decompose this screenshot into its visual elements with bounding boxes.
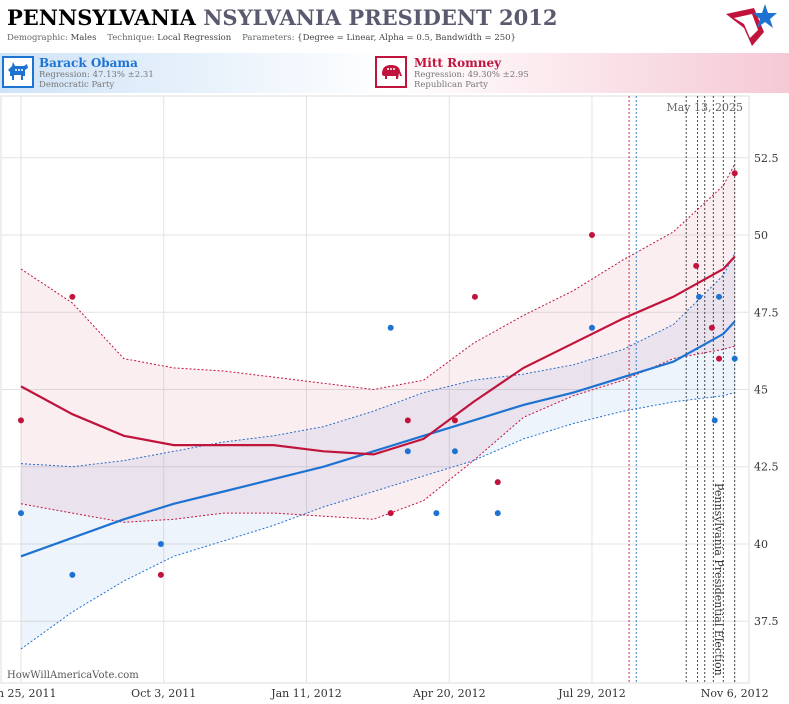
republican-legend: Mitt Romney Regression: 49.30% ±2.95 Rep… [375,53,789,93]
poll-points [17,170,738,578]
parameters-value: {Degree = Linear, Alpha = 0.5, Bandwidth… [297,33,516,43]
demographic-label: Demographic: [7,33,68,43]
donkey-icon [2,56,34,88]
x-axis-ticks: Jun 25, 2011 Oct 3, 2011 Jan 11, 2012 Apr 2… [0,687,769,700]
chart-header: PENNSYLVANIA NSYLVANIA PRESIDENT 2012 De… [0,0,789,50]
y-tick-label: 52.5 [754,152,779,165]
data-point [494,510,501,517]
y-tick-label: 45 [754,384,768,397]
republican-regression: Regression: 49.30% ±2.95 [414,70,529,80]
y-tick-label: 50 [754,229,768,242]
x-tick-label: Nov 6, 2012 [701,687,769,700]
data-point [157,571,164,578]
democrat-party: Democratic Party [39,80,115,90]
election-label: Pennsylvania Presidential Election [712,483,725,676]
democrat-legend: Barack Obama Regression: 47.13% ±2.31 De… [0,53,394,93]
parameters-label: Parameters: [242,33,295,43]
confidence-band [21,164,735,523]
data-point [157,540,164,547]
data-point [17,510,24,517]
y-tick-label: 42.5 [754,461,779,474]
data-point [494,479,501,486]
data-point [731,355,738,362]
democrat-regression: Regression: 47.13% ±2.31 [39,70,154,80]
title-rest: NSYLVANIA PRESIDENT 2012 [203,5,558,30]
date-stamp: May 13, 2025 [666,101,743,114]
upper-bound-line [20,253,736,468]
parameters-line: Demographic: Males Technique: Local Regr… [7,33,516,43]
x-tick-label: Jun 25, 2011 [0,687,57,700]
watermark: HowWillAmericaVote.com [7,670,139,681]
confidence-band [21,253,735,649]
x-tick-label: Jan 11, 2012 [270,687,342,700]
data-point [17,417,24,424]
elephant-icon [375,56,407,88]
data-point [69,293,76,300]
x-tick-label: Apr 20, 2012 [412,687,486,700]
data-point [471,293,478,300]
event-lines [628,96,736,683]
trend-lines [20,255,736,558]
star-logo-icon [726,4,777,46]
y-tick-label: 37.5 [754,615,779,628]
title-state: PENNSYLVANIA [7,5,196,30]
technique-label: Technique: [107,33,155,43]
y-axis-ticks: 37.5 40 42.5 45 47.5 50 52.5 [754,152,779,628]
democrat-name: Barack Obama [39,56,138,70]
page-title: PENNSYLVANIA NSYLVANIA PRESIDENT 2012 [7,5,557,30]
data-point [404,448,411,455]
data-point [404,417,411,424]
data-point [387,510,394,517]
x-tick-label: Jul 29, 2012 [557,687,626,700]
data-point [693,262,700,269]
data-point [387,324,394,331]
y-tick-label: 40 [754,538,768,551]
trend-line [20,255,736,456]
lower-bound-line [20,392,735,650]
data-point [451,448,458,455]
republican-name: Mitt Romney [414,56,502,70]
data-point [696,293,703,300]
x-tick-label: Oct 3, 2011 [131,687,196,700]
data-point [451,417,458,424]
y-tick-label: 47.5 [754,306,779,319]
data-point [716,355,723,362]
trend-line [20,320,736,558]
data-point [588,232,595,239]
data-point [433,510,440,517]
demographic-value: Males [70,33,97,43]
data-point [711,417,718,424]
data-point [708,324,715,331]
data-point [731,170,738,177]
data-point [716,293,723,300]
data-point [588,324,595,331]
technique-value: Local Regression [157,33,232,43]
republican-party: Republican Party [414,80,488,90]
data-point [69,571,76,578]
